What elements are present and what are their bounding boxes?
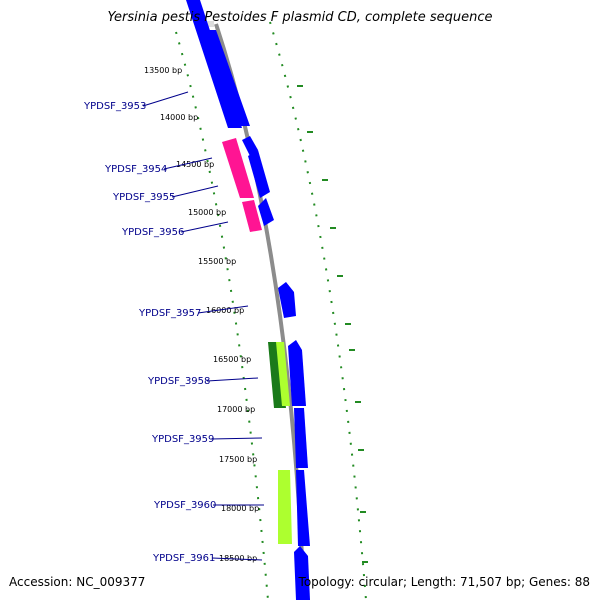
gene-label: YPDSF_3961 <box>152 553 215 564</box>
accession-text: Accession: NC_009377 <box>9 575 146 589</box>
gene-blue-small-1 <box>242 136 258 156</box>
scale-label: 15000 bp <box>188 208 226 217</box>
gene-3960 <box>296 470 310 546</box>
scale-label: 17500 bp <box>219 455 257 464</box>
scale-label: 14000 bp <box>160 113 198 122</box>
gene-3957 <box>278 282 296 318</box>
gene-label: YPDSF_3956 <box>121 227 184 238</box>
gene-3953 <box>202 30 250 126</box>
major-ticks-outer <box>297 85 368 563</box>
label-leader <box>210 437 263 440</box>
gene-label: YPDSF_3959 <box>151 434 214 445</box>
gene-3960-light <box>278 470 292 544</box>
scale-label: 18000 bp <box>221 504 259 513</box>
scale-label: 15500 bp <box>198 257 236 266</box>
gene-3961 <box>294 546 310 600</box>
label-leader <box>211 557 263 561</box>
gene-label: YPDSF_3960 <box>153 500 216 511</box>
scale-label: 17000 bp <box>217 405 255 414</box>
gene-pink-1 <box>222 138 254 198</box>
tick-ring-outer <box>269 21 367 601</box>
gene-3958-light <box>276 342 290 406</box>
gene-labels: YPDSF_3953 YPDSF_3954 YPDSF_3955 YPDSF_3956… <box>83 91 264 564</box>
label-leader <box>171 185 219 198</box>
scale-label: 14500 bp <box>176 160 214 169</box>
summary-text: Topology: circular; Length: 71,507 bp; G… <box>298 575 590 589</box>
gene-track <box>186 0 310 600</box>
scale-label: 16500 bp <box>213 355 251 364</box>
gene-label: YPDSF_3955 <box>112 192 175 203</box>
label-leader <box>206 377 259 382</box>
gene-label: YPDSF_3958 <box>147 376 210 387</box>
gene-label: YPDSF_3957 <box>138 308 201 319</box>
map-title: Yersinia pestis Pestoides F plasmid CD, … <box>107 10 493 25</box>
scale-ruler: 13500 bp 14000 bp 14500 bp 15000 bp 15500 bp… <box>144 66 259 563</box>
gene-pink-2 <box>242 200 262 232</box>
gene-label: YPDSF_3954 <box>104 164 167 175</box>
label-leader <box>180 221 229 233</box>
label-leader <box>163 157 213 170</box>
scale-label: 18500 bp <box>219 554 257 563</box>
scale-label: 13500 bp <box>144 66 182 75</box>
scale-label: 16000 bp <box>206 306 244 315</box>
gene-label: YPDSF_3953 <box>83 101 146 112</box>
label-leader <box>142 91 189 107</box>
gene-3958 <box>288 340 306 406</box>
gene-3955 <box>258 198 274 226</box>
label-leader <box>197 305 249 314</box>
gene-3954 <box>248 150 270 198</box>
gene-3959 <box>294 408 308 468</box>
